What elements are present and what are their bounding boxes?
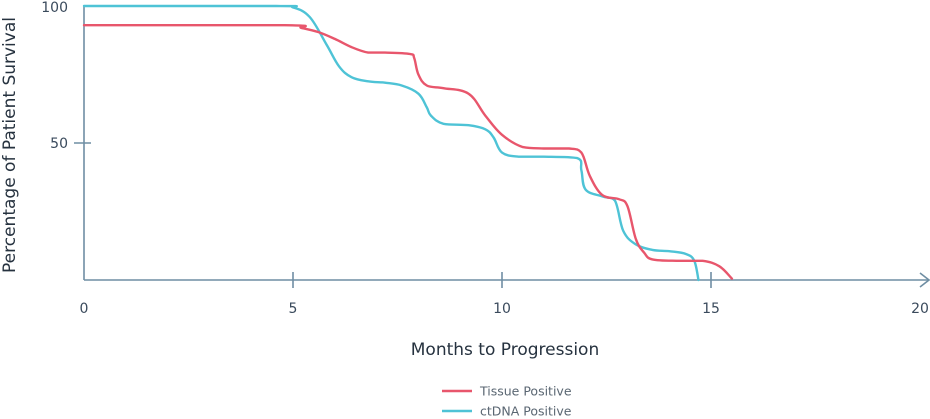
legend: Tissue Positive ctDNA Positive [442, 384, 572, 419]
series-line-ctdna-positive [82, 4, 700, 282]
y-axis-title: Percentage of Patient Survival [0, 17, 20, 273]
legend-label-ctdna-positive: ctDNA Positive [480, 404, 572, 419]
axes [83, 6, 930, 288]
x-tick-label: 20 [911, 301, 929, 317]
x-tick-label: 15 [702, 301, 720, 317]
x-axis-title: Months to Progression [411, 340, 599, 360]
y-tick-label: 100 [41, 0, 68, 16]
x-tick-label: 0 [80, 301, 89, 317]
y-tick-label: 50 [50, 136, 68, 152]
x-tick-label: 10 [493, 301, 511, 317]
y-ticks: 50 100 [41, 0, 91, 152]
series-lines [82, 4, 734, 282]
x-tick-label: 5 [289, 301, 298, 317]
series-line-tissue-positive [82, 23, 734, 280]
legend-label-tissue-positive: Tissue Positive [479, 384, 572, 399]
x-axis-arrow-icon [919, 272, 930, 288]
x-ticks: 0 5 10 15 20 [80, 272, 929, 317]
